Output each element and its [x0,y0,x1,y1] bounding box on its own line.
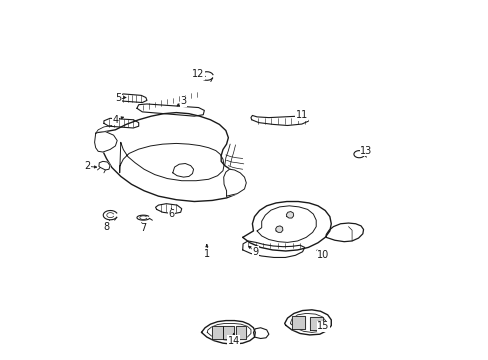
Text: 13: 13 [360,145,372,156]
Text: 3: 3 [180,96,186,106]
Polygon shape [309,317,322,330]
Text: 8: 8 [103,222,109,231]
Text: 15: 15 [317,321,329,331]
Polygon shape [253,328,268,338]
Polygon shape [250,116,308,126]
Polygon shape [275,226,282,232]
Polygon shape [242,241,304,257]
Text: 12: 12 [191,69,203,79]
Polygon shape [155,204,182,214]
Polygon shape [223,326,233,339]
Polygon shape [172,163,193,177]
Polygon shape [291,316,304,329]
Polygon shape [286,212,293,218]
Polygon shape [99,161,110,170]
Text: 1: 1 [203,248,209,258]
Text: 6: 6 [168,209,174,219]
Polygon shape [94,132,117,152]
Text: 2: 2 [84,161,90,171]
Text: 9: 9 [252,247,258,257]
Polygon shape [104,118,139,128]
Text: 7: 7 [140,224,146,233]
Polygon shape [201,320,255,344]
Polygon shape [325,223,363,242]
Polygon shape [96,113,244,202]
Polygon shape [235,326,246,339]
Text: 4: 4 [112,115,118,125]
Polygon shape [212,325,223,338]
Polygon shape [137,104,204,116]
Text: 14: 14 [227,336,240,346]
Polygon shape [118,94,147,103]
Text: 5: 5 [115,93,121,103]
Polygon shape [284,310,330,335]
Text: 10: 10 [317,250,329,260]
Text: 11: 11 [295,111,307,121]
Polygon shape [242,202,330,251]
Polygon shape [223,169,246,196]
